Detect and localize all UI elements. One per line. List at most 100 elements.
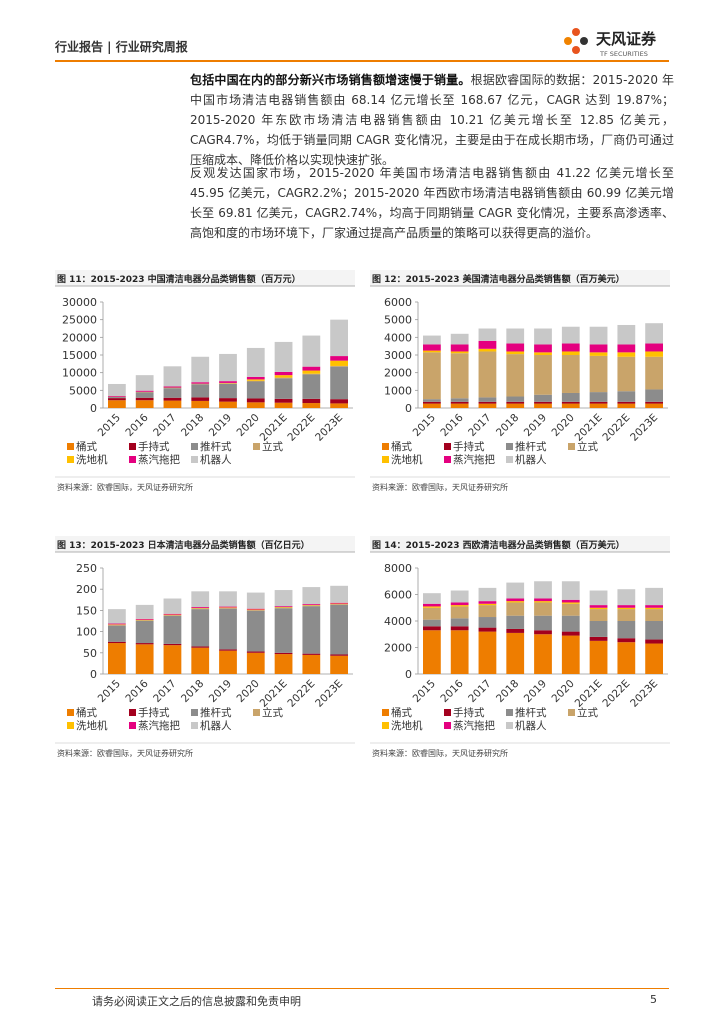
bar-segment bbox=[423, 352, 441, 400]
bar-segment bbox=[450, 344, 469, 352]
chart-title-bar bbox=[370, 536, 670, 552]
footer-disclaimer: 请务必阅读正文之后的信息披露和免责申明 bbox=[92, 995, 301, 1008]
bar-segment bbox=[645, 639, 663, 644]
bar-segment bbox=[219, 383, 237, 384]
legend-label: 推杆式 bbox=[200, 706, 232, 719]
legend-swatch bbox=[67, 722, 74, 729]
bar-segment bbox=[589, 392, 608, 402]
legend-swatch bbox=[444, 443, 451, 450]
legend-swatch bbox=[444, 722, 451, 729]
bar-segment bbox=[478, 340, 497, 349]
bar-segment bbox=[274, 606, 293, 608]
legend-label: 蒸汽拖把 bbox=[138, 453, 180, 466]
bar-segment bbox=[219, 608, 237, 650]
bar-segment bbox=[617, 401, 636, 404]
y-tick-label: 10000 bbox=[62, 367, 97, 380]
bar-segment bbox=[478, 601, 497, 604]
bar-segment bbox=[645, 401, 663, 404]
bar-segment bbox=[108, 395, 126, 397]
bar-segment bbox=[534, 601, 552, 603]
bar-segment bbox=[534, 355, 552, 395]
bar-segment bbox=[506, 632, 525, 674]
legend-swatch bbox=[129, 709, 136, 716]
legend-swatch bbox=[568, 709, 575, 716]
bar-segment bbox=[135, 391, 154, 393]
chart-title-bar bbox=[55, 536, 355, 552]
bar-segment bbox=[163, 643, 182, 646]
bar-segment bbox=[589, 590, 608, 606]
x-tick-label: 2021E bbox=[258, 412, 290, 444]
bar-segment bbox=[561, 603, 580, 616]
bar-segment bbox=[246, 379, 265, 381]
x-tick-label: 2017 bbox=[151, 678, 178, 705]
y-tick-label: 0 bbox=[405, 668, 412, 681]
y-tick-label: 3000 bbox=[384, 349, 412, 362]
bar-segment bbox=[645, 587, 663, 606]
x-tick-label: 2022E bbox=[285, 678, 317, 710]
bar-segment bbox=[108, 398, 126, 401]
legend-label: 手持式 bbox=[453, 440, 485, 453]
legend-swatch bbox=[506, 456, 513, 463]
header-left: 行业报告 | 行业研究周报 bbox=[55, 40, 188, 54]
y-tick-label: 4000 bbox=[384, 615, 412, 628]
bar-segment bbox=[191, 647, 210, 674]
bar-segment bbox=[135, 618, 154, 620]
bar-segment bbox=[302, 653, 321, 655]
bar-segment bbox=[617, 344, 636, 353]
chart-title-bar bbox=[55, 270, 355, 286]
bar-segment bbox=[330, 319, 348, 357]
bar-segment bbox=[617, 638, 636, 643]
bar-segment bbox=[534, 598, 552, 602]
legend-label: 推杆式 bbox=[515, 706, 547, 719]
logo-dot bbox=[580, 37, 588, 45]
legend-swatch bbox=[129, 443, 136, 450]
bar-segment bbox=[645, 607, 663, 610]
bar-segment bbox=[561, 326, 580, 344]
bar-segment bbox=[506, 343, 525, 352]
x-tick-label: 2016 bbox=[438, 677, 466, 705]
x-tick-label: 2015 bbox=[96, 412, 123, 439]
bar-segment bbox=[561, 355, 580, 393]
bar-segment bbox=[246, 347, 265, 377]
chart-title-bar bbox=[370, 270, 670, 286]
bar-segment bbox=[135, 621, 154, 644]
bar-segment bbox=[135, 390, 154, 392]
bar-segment bbox=[330, 604, 348, 655]
bar-segment bbox=[478, 605, 497, 618]
bar-segment bbox=[246, 380, 265, 382]
chart-title: 图 12：2015-2023 美国清洁电器分品类销售额（百万美元） bbox=[372, 273, 625, 285]
bar-segment bbox=[506, 598, 525, 602]
bar-segment bbox=[330, 602, 348, 604]
legend-label: 桶式 bbox=[76, 440, 97, 453]
bar-segment bbox=[246, 402, 265, 408]
legend-swatch bbox=[191, 709, 198, 716]
bar-segment bbox=[478, 351, 497, 398]
bar-segment bbox=[219, 591, 237, 607]
bar-segment bbox=[135, 400, 154, 408]
legend-label: 洗地机 bbox=[76, 719, 108, 732]
bar-segment bbox=[450, 630, 469, 674]
bar-segment bbox=[302, 374, 321, 399]
paragraph-lead: 包括中国在内的部分新兴市场销售额增速慢于销量。 bbox=[190, 73, 471, 87]
legend-swatch bbox=[67, 456, 74, 463]
x-tick-label: 2017 bbox=[151, 412, 178, 439]
logo-dot bbox=[564, 37, 572, 45]
bar-segment bbox=[506, 354, 525, 397]
bar-segment bbox=[561, 631, 580, 636]
bar-segment bbox=[246, 592, 265, 609]
bar-segment bbox=[534, 344, 552, 353]
bar-segment bbox=[163, 400, 182, 408]
footer-rule bbox=[55, 988, 669, 989]
bar-segment bbox=[108, 383, 126, 396]
bar-segment bbox=[163, 386, 182, 388]
bar-segment bbox=[561, 403, 580, 408]
y-tick-label: 0 bbox=[90, 668, 97, 681]
legend-label: 手持式 bbox=[138, 706, 170, 719]
bar-segment bbox=[450, 398, 469, 402]
bar-segment bbox=[423, 350, 441, 353]
bar-segment bbox=[274, 607, 293, 609]
bar-segment bbox=[163, 387, 182, 389]
bar-segment bbox=[617, 642, 636, 674]
bar-segment bbox=[506, 615, 525, 629]
